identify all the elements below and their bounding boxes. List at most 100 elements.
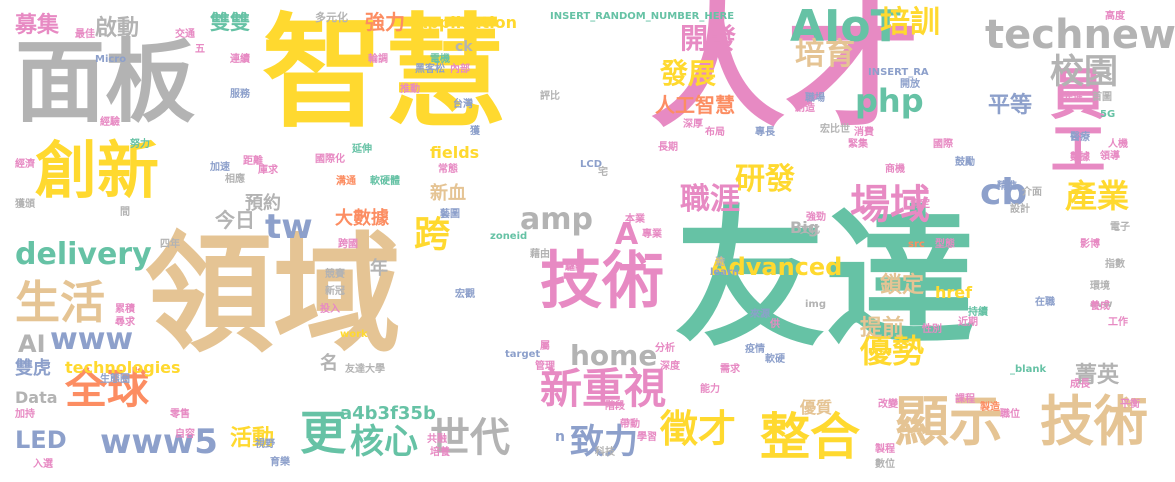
cloud-word: 四年 [160,239,180,250]
cloud-word: 藉由 [530,249,550,260]
cloud-word: 評比 [540,91,560,102]
cloud-word: 國際化 [315,154,345,165]
cloud-word: 核心 [350,422,418,462]
cloud-word: 交通 [175,29,195,40]
cloud-word: 台灣 [453,99,473,110]
cloud-word: 軟硬體 [370,176,400,187]
cloud-word: 人工智慧 [655,93,735,117]
cloud-word: 消費 [854,127,874,138]
cloud-word: 培養 [430,447,450,458]
cloud-word: 途 [715,257,725,268]
cloud-word: 屬 [540,341,550,352]
cloud-word: 新重視 [540,364,667,413]
cloud-word: 養成 [1090,301,1110,312]
cloud-word: 累積 [115,304,135,315]
cloud-word: 高度 [1105,11,1125,22]
cloud-word: 雙雙 [210,10,250,34]
cloud-word: 供 [770,319,780,330]
cloud-word: 培育 [795,37,855,72]
cloud-word: 職位 [1000,409,1020,420]
cloud-word: 經濟 [15,159,35,170]
cloud-word: 距離 [243,156,263,167]
cloud-word: 人機 [1108,139,1128,150]
cloud-word: 創造 [795,103,815,114]
cloud-word: 視野 [255,439,275,450]
cloud-word: php [855,82,924,120]
cloud-word: 常態 [438,164,458,175]
cloud-word: 員工 [1041,65,1105,175]
cloud-word: 庫求 [258,165,278,176]
cloud-word: 文化 [800,225,820,236]
cloud-word: 電機 [430,54,450,65]
cloud-word: 最佳 [75,29,95,40]
cloud-word: 零售 [170,409,190,420]
cloud-word: img [805,299,827,310]
cloud-word: 數位 [875,459,895,470]
cloud-word: 設計 [1010,204,1030,215]
cloud-word: 面板 [15,30,195,135]
cloud-word: 製造 [980,402,1000,413]
cloud-word: 鎖定 [880,273,925,298]
cloud-word: 多元化 [315,11,348,24]
cloud-word: 需求 [720,364,740,375]
cloud-word: 獲 [470,126,480,137]
cloud-word: 場域 [850,182,930,228]
cloud-word: a4b3f35b [340,403,436,424]
cloud-word: 管理 [535,361,555,372]
cloud-word: LCD [580,159,603,170]
cloud-word: 強力 [365,10,405,34]
cloud-word: 顯示 [895,390,1003,453]
cloud-word: technologies [65,358,181,377]
cloud-word: avw [1090,299,1113,310]
cloud-word: LED [15,426,67,454]
cloud-word: 技術 [1040,390,1148,453]
cloud-word: 獲頒 [15,199,35,210]
cloud-word: 性別 [922,324,942,335]
cloud-word: 新血 [430,183,466,204]
cloud-word: 深度 [660,361,680,372]
cloud-word: 友達大學 [345,364,385,375]
cloud-word: 間 [120,207,130,218]
cloud-word: 平等 [988,93,1033,118]
cloud-word: 學習 [637,432,657,443]
cloud-word: 環境 [1090,281,1110,292]
cloud-word: 徵才 [660,407,737,451]
cloud-word: 長期 [658,142,678,153]
cloud-word: 五 [195,44,205,55]
cloud-word: 驅動 [565,262,585,273]
cloud-word: 疫情 [745,344,765,355]
cloud-word: 溝通 [336,176,356,187]
cloud-word: 醫療 [1070,132,1090,143]
cloud-word: 開放 [900,79,920,90]
cloud-word: 領導 [1100,151,1120,162]
cloud-word: 工作 [1108,317,1128,328]
cloud-word: href [935,283,973,302]
cloud-word: Data [15,388,58,407]
cloud-word: 數據 [1070,152,1090,163]
cloud-word: 自容 [175,429,195,440]
cloud-word: 校園 [1050,52,1118,92]
cloud-word: 服務 [230,89,250,100]
cloud-word: cb [980,172,1028,213]
cloud-word: 全球 [65,364,150,413]
cloud-word: 雙虎 [15,358,51,379]
cloud-word: _blank [1010,364,1047,375]
cloud-word: 跨 [408,215,449,251]
cloud-word: 活動 [230,426,275,451]
cloud-word: 持續 [968,307,988,318]
cloud-word: 黑客松 [415,64,445,75]
cloud-word: 輪調 [368,54,388,65]
cloud-word: ck [455,39,473,55]
cloud-word: 軟硬 [765,354,785,365]
cloud-word: 改變 [878,399,898,410]
cloud-word: 新冠 [325,286,345,297]
cloud-word: 技術 [540,244,665,317]
cloud-word: Advanced [710,253,843,281]
cloud-word: work [340,329,368,340]
cloud-word: 內部 [450,64,470,75]
cloud-word: 生態圈 [100,374,130,385]
cloud-word: 商機 [885,164,905,175]
cloud-word: 創新 [35,134,160,207]
cloud-word: 推動 [400,84,420,95]
cloud-word: 宏比世 [820,124,850,135]
